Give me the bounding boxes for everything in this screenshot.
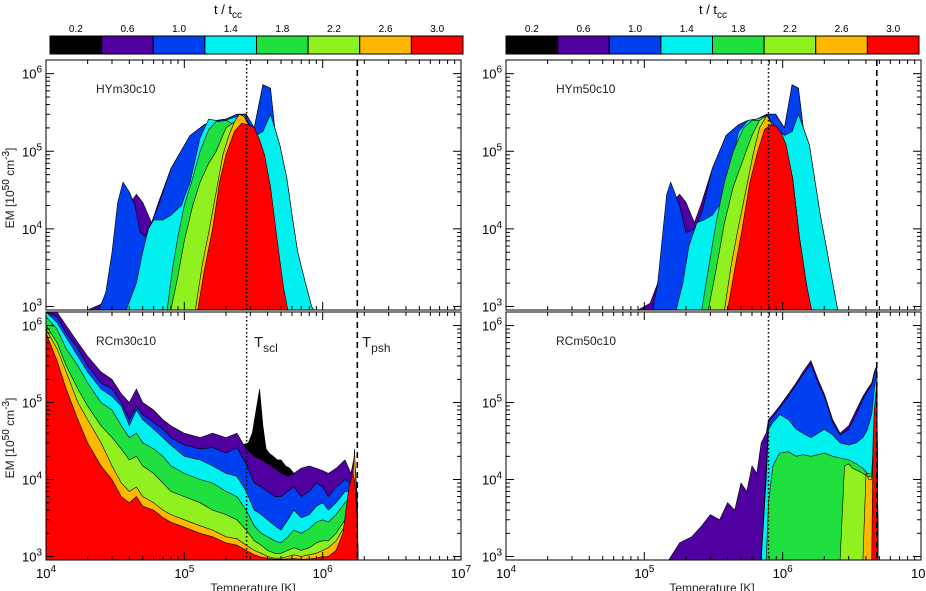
- svg-text:Tpsh: Tpsh: [362, 334, 391, 355]
- colorbar-swatch: [152, 35, 206, 55]
- svg-text:Tscl: Tscl: [254, 334, 278, 355]
- plot-frame: [505, 311, 922, 561]
- colorbar-swatch: [815, 35, 868, 55]
- svg-text:EM [1050 cm-3]: EM [1050 cm-3]: [1, 148, 17, 229]
- panel-rcm50c10: 104105106107103104105106RCm50c10: [482, 311, 926, 581]
- x-tick-label: 106: [773, 564, 793, 581]
- panel-title: RCm30c10: [96, 334, 156, 348]
- y-tick-label: 106: [22, 65, 42, 82]
- colorbar-swatch: [763, 35, 817, 55]
- y-axis-label-bottom: EM [1050 cm-3]: [1, 398, 17, 479]
- x-tick-label: 107: [911, 564, 926, 581]
- y-tick-label: 105: [22, 394, 42, 411]
- series-area-3.0: [46, 332, 359, 560]
- colorbar-swatch: [359, 35, 412, 55]
- plot-frame: [45, 59, 462, 311]
- svg-text:t / tcc: t / tcc: [214, 2, 242, 21]
- colorbar-label: 0.2: [525, 24, 539, 35]
- y-tick-label: 104: [482, 471, 502, 488]
- panel-title: HYm30c10: [96, 82, 156, 96]
- colorbar-label: 1.0: [172, 24, 186, 35]
- colorbar-label: 3.0: [886, 24, 900, 35]
- colorbar-left: 0.2 0.6 1.0 1.4 1.8 2.2 2.6 3.0: [49, 24, 464, 55]
- svg-text:t / tcc: t / tcc: [699, 2, 727, 21]
- y-tick-label: 106: [482, 317, 502, 334]
- colorbar-swatch: [204, 35, 257, 55]
- y-tick-label: 103: [22, 547, 42, 564]
- colorbar-swatch: [256, 35, 309, 55]
- colorbar-swatch: [712, 35, 765, 55]
- colorbar-label: 0.2: [69, 24, 83, 35]
- colorbar-swatch: [608, 35, 662, 55]
- colorbar-swatch: [307, 35, 361, 55]
- x-tick-label: 106: [313, 564, 333, 581]
- panel-hym50c10: 103 104 105 106 HYm50c10: [482, 59, 922, 314]
- x-tick-label: 104: [496, 564, 516, 581]
- colorbar-label: 2.6: [379, 24, 393, 35]
- colorbar-swatch: [49, 35, 103, 55]
- y-tick-label: 103: [482, 297, 502, 314]
- colorbar-label: 1.0: [628, 24, 642, 35]
- y-tick-label: 106: [22, 317, 42, 334]
- colorbar-swatch: [505, 35, 559, 55]
- y-axis-label-top: EM [1050 cm-3]: [1, 148, 17, 229]
- plot-frame: [505, 59, 922, 311]
- y-tick-label: 105: [482, 394, 502, 411]
- series-area-3.0: [197, 122, 289, 310]
- colorbar-swatch: [866, 35, 920, 55]
- x-tick-label: 107: [451, 564, 471, 581]
- colorbar-swatch: [557, 35, 610, 55]
- panel-title: HYm50c10: [556, 82, 616, 96]
- y-tick-label: 106: [482, 65, 502, 82]
- colorbar-label: 1.4: [224, 24, 238, 35]
- panel-hym30c10: 103 104 105 106 HYm30c10: [22, 59, 462, 314]
- colorbar-swatch: [410, 35, 464, 55]
- colorbar-label: 2.6: [835, 24, 849, 35]
- x-tick-label: 105: [174, 564, 194, 581]
- colorbar-label: 0.6: [576, 24, 590, 35]
- colorbar-swatch: [660, 35, 713, 55]
- x-axis-label-right: Temperature [K]: [669, 581, 754, 591]
- plot-frame: [45, 311, 462, 561]
- y-tick-label: 104: [22, 471, 42, 488]
- panel-title: RCm50c10: [556, 334, 616, 348]
- colorbar-label: 2.2: [327, 24, 341, 35]
- y-tick-label: 104: [482, 220, 502, 237]
- y-tick-label: 105: [22, 142, 42, 159]
- colorbar-label: 3.0: [430, 24, 444, 35]
- x-tick-label: 104: [36, 564, 56, 581]
- colorbar-title-right: t / tcc: [699, 2, 727, 21]
- colorbar-label: 1.8: [731, 24, 745, 35]
- colorbar-label: 1.4: [680, 24, 694, 35]
- x-tick-label: 105: [634, 564, 654, 581]
- colorbar-swatch: [101, 35, 154, 55]
- y-tick-label: 105: [482, 142, 502, 159]
- y-tick-label: 103: [22, 297, 42, 314]
- x-axis-label-left: Temperature [K]: [210, 581, 295, 591]
- colorbar-label: 2.2: [783, 24, 797, 35]
- y-tick-label: 104: [22, 220, 42, 237]
- colorbar-title-left: t / tcc: [214, 2, 242, 21]
- colorbar-label: 1.8: [275, 24, 289, 35]
- t-scl-annotation: Tscl: [254, 334, 278, 355]
- colorbar-right: 0.2 0.6 1.0 1.4 1.8 2.2 2.6 3.0: [505, 24, 920, 55]
- t-psh-annotation: Tpsh: [362, 334, 391, 355]
- svg-text:EM [1050 cm-3]: EM [1050 cm-3]: [1, 398, 17, 479]
- colorbar-label: 0.6: [120, 24, 134, 35]
- y-tick-label: 103: [482, 547, 502, 564]
- series-area-3.0: [727, 124, 812, 310]
